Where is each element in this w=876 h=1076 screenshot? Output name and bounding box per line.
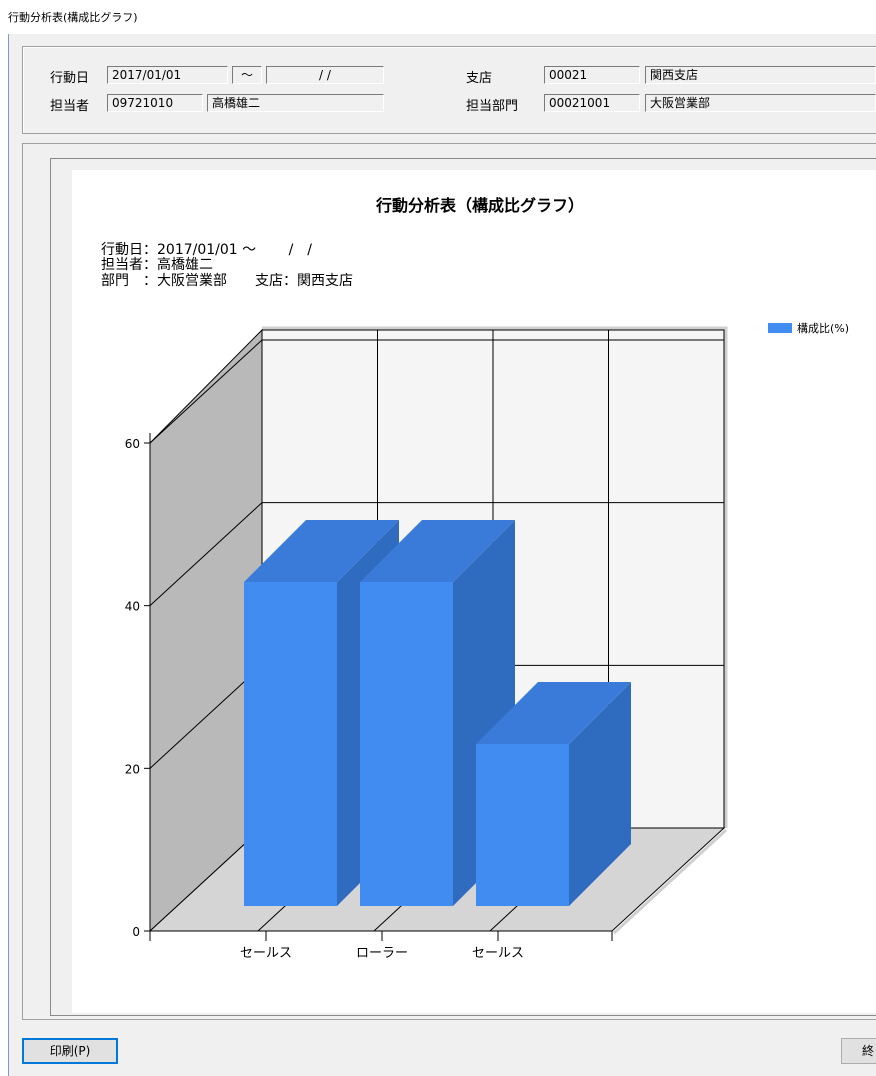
dept-name-field: 大阪営業部: [645, 94, 876, 112]
x-tick-label: ローラー: [356, 946, 408, 961]
date-label: 行動日: [50, 71, 90, 86]
x-tick-label: セールス: [240, 946, 292, 961]
staff-name-field: 高橋雄二: [207, 94, 384, 112]
bar-top: [360, 520, 515, 582]
legend-swatch: [768, 323, 792, 333]
title-bar: 行動分析表(構成比グラフ): [0, 0, 876, 34]
wall-shadow: [262, 326, 728, 828]
y-tick-label: 20: [125, 762, 140, 776]
y-tick-label: 40: [125, 600, 140, 614]
bar-front: [476, 744, 569, 906]
header-group: [22, 46, 876, 134]
floor-shadow: [612, 828, 728, 935]
exit-button[interactable]: 終: [841, 1038, 876, 1064]
bar-side: [569, 682, 631, 906]
chart-info-line2: 担当者：高橋雄二: [101, 256, 213, 273]
bar-front: [244, 582, 337, 906]
date-from-field[interactable]: 2017/01/01: [107, 66, 228, 84]
y-tick-label: 60: [125, 437, 140, 451]
tilde-field: 〜: [232, 66, 262, 84]
y-tick-label: 0: [132, 925, 140, 939]
staff-label: 担当者: [50, 99, 90, 114]
staff-code-field[interactable]: 09721010: [107, 94, 203, 112]
print-button[interactable]: 印刷(P): [22, 1038, 118, 1064]
bar-top: [244, 520, 399, 582]
grid-line-left: [149, 339, 263, 444]
dept-label: 担当部門: [466, 99, 519, 114]
grid-line-left: [149, 664, 263, 769]
window-title: 行動分析表(構成比グラフ): [8, 11, 138, 24]
grid-line-left: [149, 502, 263, 607]
x-tick-label: セールス: [472, 946, 524, 961]
chart-title: 行動分析表（構成比グラフ）: [375, 196, 584, 215]
bar-front: [360, 582, 453, 906]
date-to-field[interactable]: / /: [266, 66, 384, 84]
chart-info-line1: 行動日：2017/01/01 〜 / /: [101, 242, 312, 258]
branch-code-field[interactable]: 00021: [544, 66, 640, 84]
branch-name-field: 関西支店: [645, 66, 876, 84]
legend-label: 構成比(%): [797, 322, 849, 335]
bar-top: [476, 682, 631, 744]
dept-code-field[interactable]: 00021001: [544, 94, 640, 112]
chart-info-line3: 部門 ：大阪営業部 支店：関西支店: [101, 273, 353, 289]
branch-label: 支店: [466, 71, 493, 86]
